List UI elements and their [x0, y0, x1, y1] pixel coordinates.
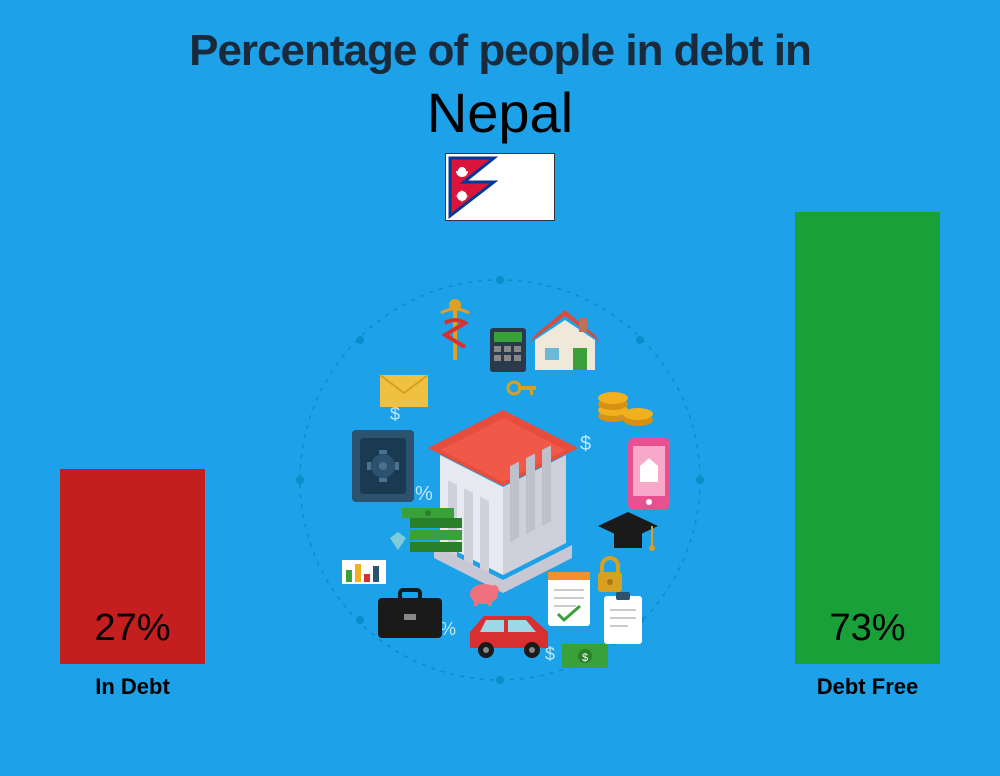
bar-value-debt-free: 73%: [795, 607, 940, 650]
svg-text:%: %: [440, 619, 456, 639]
svg-text:$: $: [580, 433, 591, 455]
svg-text:$: $: [582, 652, 588, 664]
bar-label-debt-free: Debt Free: [795, 674, 940, 700]
bar-chart-area: 27% In Debt 73% Debt Free % $ % $ $: [0, 260, 1000, 740]
svg-text:%: %: [415, 483, 433, 505]
bar-in-debt: 27% In Debt: [60, 469, 205, 700]
bar-label-in-debt: In Debt: [60, 674, 205, 700]
country-name: Nepal: [0, 80, 1000, 145]
finance-illustration: % $ % $ $: [280, 260, 720, 700]
bar-value-in-debt: 27%: [60, 607, 205, 650]
bar-rect-debt-free: [795, 212, 940, 664]
bar-debt-free: 73% Debt Free: [795, 212, 940, 700]
nepal-flag-icon: [445, 153, 555, 221]
infographic-title: Percentage of people in debt in: [0, 0, 1000, 76]
